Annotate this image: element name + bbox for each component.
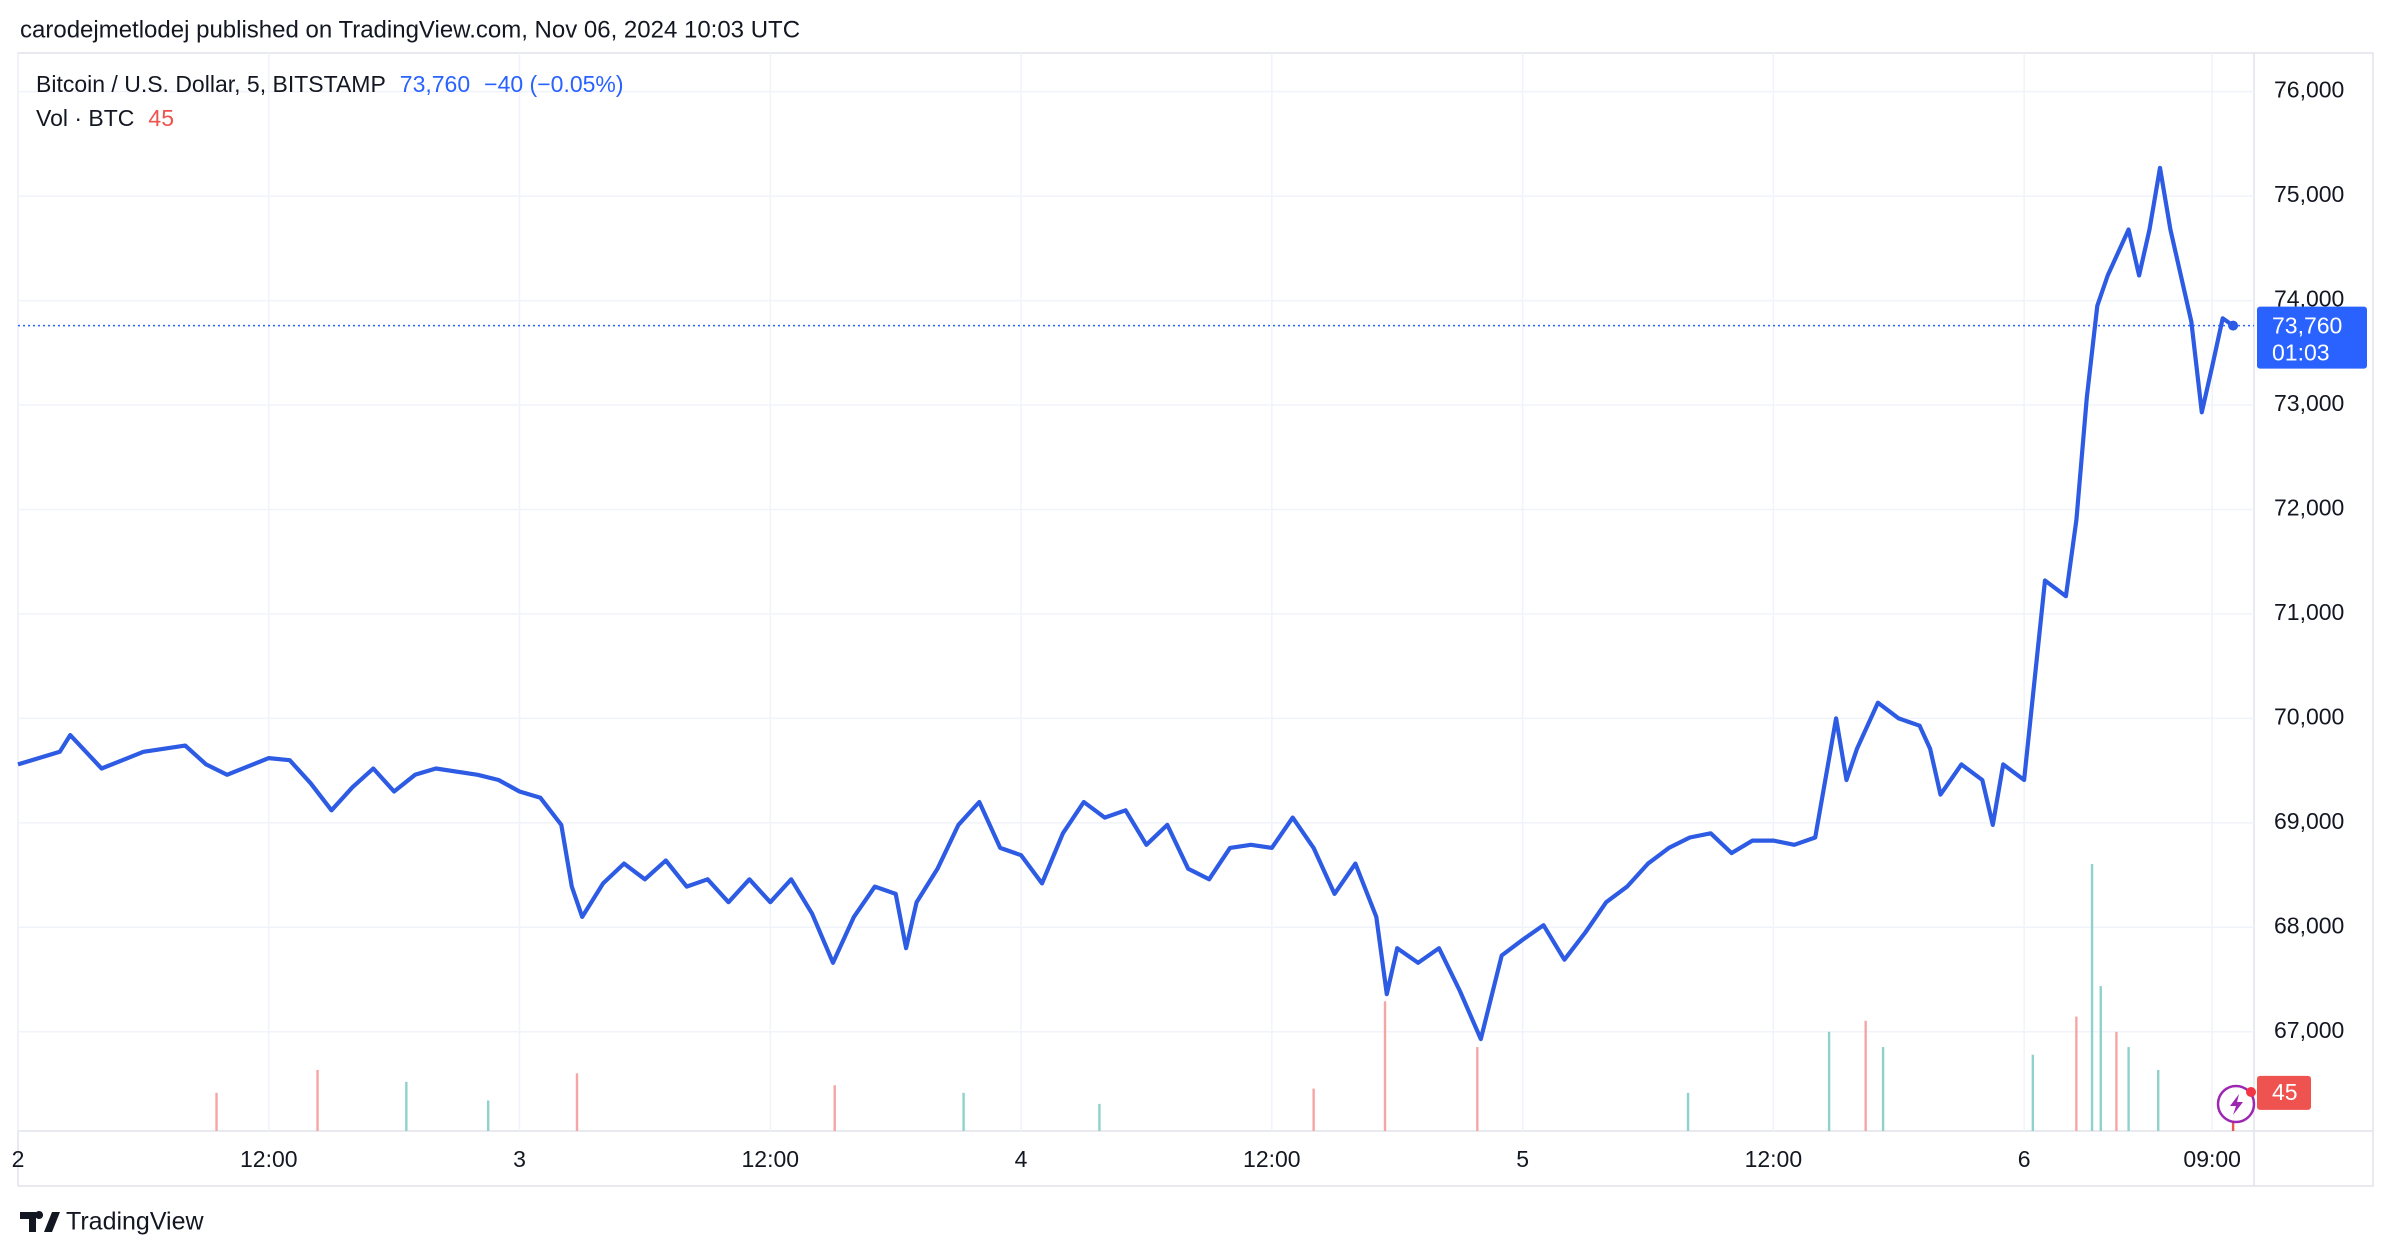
volume-bar [2157,1069,2160,1131]
volume-bar [405,1081,408,1131]
volume-bar [2099,986,2102,1131]
y-tick-label: 67,000 [2274,1017,2344,1043]
volume-bar [1312,1088,1315,1131]
volume-bar [1476,1047,1479,1131]
y-tick-label: 71,000 [2274,599,2344,625]
x-tick-label: 12:00 [240,1146,298,1172]
volume-pane [215,864,2235,1131]
volume-bar [2115,1031,2118,1131]
y-tick-label: 68,000 [2274,912,2344,938]
y-tick-label: 73,000 [2274,390,2344,416]
y-tick-label: 72,000 [2274,495,2344,521]
x-tick-label: 2 [12,1146,25,1172]
legend-symbol: Bitcoin / U.S. Dollar, 5, BITSTAMP [36,71,386,97]
grid [17,53,2254,1131]
volume-bar [2127,1047,2130,1131]
x-tick-label: 12:00 [742,1146,800,1172]
alert-bolt [2230,1094,2243,1115]
x-tick-label: 09:00 [2183,1146,2241,1172]
y-tick-label: 69,000 [2274,808,2344,834]
legend-volume: Vol · BTC [36,105,134,131]
footer-logo: TradingView [20,1208,205,1236]
volume-bar [215,1092,218,1131]
volume-tag [2257,1075,2311,1110]
volume-bar [316,1069,319,1131]
volume-bar [486,1100,490,1131]
countdown-label: 01:03 [2272,340,2330,366]
x-tick-label: 5 [1516,1146,1529,1172]
legend-change: −40 (−0.05%) [484,71,623,97]
volume-bar [1827,1031,1831,1131]
alert-dot [2246,1087,2256,1097]
axes: 67,000 68,000 69,000 70,000 71,000 72,000 73,0… [12,77,2367,1172]
y-tick-label: 75,000 [2274,181,2344,207]
volume-bar [1098,1103,1101,1131]
volume-bar [2075,1016,2078,1131]
alert-icon [2216,1084,2256,1124]
volume-bar [2031,1054,2035,1131]
volume-bar [962,1092,965,1131]
x-tick-label: 12:00 [1243,1146,1301,1172]
volume-bar [1881,1047,1885,1131]
volume-bar [1864,1020,1867,1131]
legend-price: 73,760 [400,71,470,97]
volume-bar [1383,1001,1387,1131]
y-tick-label: 76,000 [2274,77,2344,103]
logo-icon [20,1211,60,1232]
x-tick-label: 6 [2018,1146,2031,1172]
price-line [17,165,2235,1042]
y-tick-label: 70,000 [2274,703,2344,729]
x-tick-label: 3 [513,1146,526,1172]
x-tick-label: 4 [1015,1146,1028,1172]
last-price-label: 73,760 [2272,313,2342,339]
last-price-tag [2257,306,2367,369]
volume-bar [575,1073,579,1131]
volume-bar [833,1085,836,1131]
header-text: carodejmetlodej published on TradingView… [20,16,800,43]
volume-bar [1686,1092,1690,1131]
footer-brand: TradingView [66,1208,205,1236]
x-tick-label: 12:00 [1745,1146,1803,1172]
legend-volume-value: 45 [148,105,174,131]
volume-bar [2090,864,2094,1131]
plot [17,165,2254,1042]
volume-tag-label: 45 [2272,1079,2298,1105]
